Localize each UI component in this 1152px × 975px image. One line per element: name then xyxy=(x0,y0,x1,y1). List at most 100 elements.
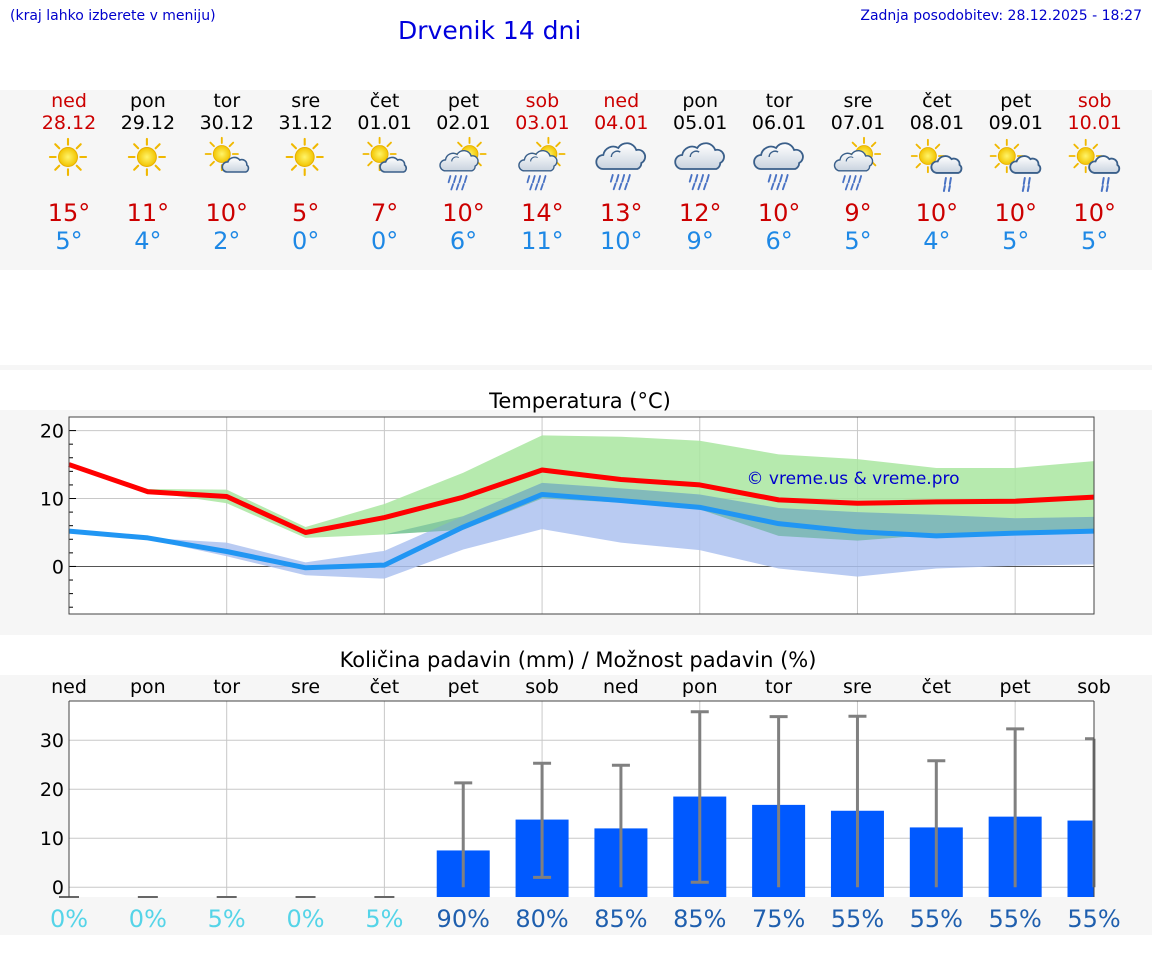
precipitation-chance-label: 0% xyxy=(286,905,324,933)
sun-cloud-drizzle-icon xyxy=(910,138,963,192)
forecast-day-label: sre xyxy=(844,90,873,112)
range-overlap-band xyxy=(69,464,1094,541)
forecast-tmin: 11° xyxy=(521,227,564,255)
forecast-tmin: 5° xyxy=(1081,227,1108,255)
forecast-tmax: 15° xyxy=(48,199,91,227)
tmin-line xyxy=(68,491,1095,571)
forecast-day-label: pon xyxy=(130,90,166,112)
cloud-rain-icon xyxy=(753,142,804,191)
sun-cloud-drizzle-icon xyxy=(989,138,1042,192)
forecast-tmax: 12° xyxy=(679,199,722,227)
tmin-range-band xyxy=(69,482,1094,579)
sun-cloud-icon xyxy=(362,136,408,173)
temperature-tick-label: 0 xyxy=(52,556,64,578)
separator-band xyxy=(0,365,1152,370)
precipitation-day-label: ned xyxy=(603,676,639,698)
forecast-tmin: 5° xyxy=(1002,227,1029,255)
precipitation-day-label: sre xyxy=(843,676,872,698)
precipitation-day-label: pon xyxy=(682,676,718,698)
forecast-tmax: 10° xyxy=(758,199,801,227)
precipitation-day-label: pet xyxy=(1000,676,1031,698)
precipitation-chart-title: Količina padavin (mm) / Možnost padavin … xyxy=(340,648,817,672)
forecast-tmax: 11° xyxy=(127,199,170,227)
forecast-day-label: sob xyxy=(1078,90,1112,112)
page-title: Drvenik 14 dni xyxy=(398,16,582,45)
cloud-rain-icon xyxy=(674,142,725,191)
forecast-day-label: sob xyxy=(526,90,560,112)
forecast-tmin: 2° xyxy=(213,227,240,255)
precipitation-tick-label: 10 xyxy=(40,828,64,850)
forecast-day-label: čet xyxy=(922,90,952,112)
forecast-day-label: tor xyxy=(766,90,793,112)
forecast-day-label: pon xyxy=(682,90,718,112)
precipitation-day-label: pon xyxy=(130,676,166,698)
forecast-date-label: 31.12 xyxy=(278,112,332,134)
forecast-tmax: 10° xyxy=(995,199,1038,227)
precipitation-chance-label: 55% xyxy=(831,905,884,933)
forecast-tmin: 4° xyxy=(923,227,950,255)
precipitation-chance-label: 55% xyxy=(910,905,963,933)
precipitation-day-label: sre xyxy=(291,676,320,698)
temperature-tick-label: 10 xyxy=(40,489,64,511)
precipitation-chance-label: 85% xyxy=(594,905,647,933)
temperature-tick-label: 20 xyxy=(40,421,64,443)
forecast-date-label: 05.01 xyxy=(673,112,727,134)
sun-icon xyxy=(285,137,324,177)
forecast-tmax: 7° xyxy=(371,199,398,227)
temperature-chart-title: Temperatura (°C) xyxy=(488,389,671,413)
forecast-tmax: 10° xyxy=(916,199,959,227)
forecast-date-label: 29.12 xyxy=(121,112,175,134)
precipitation-day-label: tor xyxy=(213,676,240,698)
forecast-tmax: 10° xyxy=(442,199,485,227)
precipitation-day-label: pet xyxy=(448,676,479,698)
precipitation-tick-label: 20 xyxy=(40,779,64,801)
precipitation-day-label: sob xyxy=(1077,676,1111,698)
sun-rain-icon xyxy=(439,136,487,191)
forecast-tmax: 14° xyxy=(521,199,564,227)
forecast-date-label: 03.01 xyxy=(515,112,569,134)
forecast-date-label: 06.01 xyxy=(752,112,806,134)
forecast-tmax: 10° xyxy=(1073,199,1116,227)
forecast-day-label: tor xyxy=(213,90,240,112)
precipitation-day-label: čet xyxy=(370,676,400,698)
sun-cloud-icon xyxy=(204,136,250,173)
forecast-tmin: 10° xyxy=(600,227,643,255)
forecast-day-label: čet xyxy=(370,90,400,112)
precipitation-chance-label: 85% xyxy=(673,905,726,933)
cloud-rain-icon xyxy=(595,142,647,191)
forecast-date-label: 10.01 xyxy=(1067,112,1121,134)
precipitation-chance-label: 55% xyxy=(988,905,1041,933)
forecast-day-label: ned xyxy=(51,90,87,112)
forecast-date-label: 28.12 xyxy=(42,112,96,134)
precipitation-chance-label: 5% xyxy=(208,905,246,933)
precipitation-tick-label: 30 xyxy=(40,730,64,752)
precipitation-chance-label: 0% xyxy=(50,905,88,933)
location-hint[interactable]: (kraj lahko izberete v meniju) xyxy=(10,8,216,24)
precipitation-day-label: sob xyxy=(525,676,559,698)
forecast-date-label: 09.01 xyxy=(989,112,1043,134)
forecast-tmax: 10° xyxy=(206,199,249,227)
forecast-tmin: 0° xyxy=(292,227,319,255)
precipitation-chance-label: 55% xyxy=(1067,905,1120,933)
forecast-tmax: 5° xyxy=(292,199,319,227)
forecast-date-label: 07.01 xyxy=(831,112,885,134)
precipitation-tick-label: 0 xyxy=(52,877,64,899)
precipitation-day-label: ned xyxy=(51,676,87,698)
sun-rain-icon xyxy=(518,136,566,191)
precipitation-chance-label: 5% xyxy=(365,905,403,933)
precipitation-chance-label: 90% xyxy=(437,905,490,933)
forecast-day-label: pet xyxy=(448,90,479,112)
tmax-line xyxy=(68,462,1095,535)
precipitation-day-label: čet xyxy=(922,676,952,698)
forecast-tmin: 4° xyxy=(134,227,161,255)
forecast-date-label: 08.01 xyxy=(910,112,964,134)
sun-rain-icon xyxy=(833,136,882,191)
forecast-date-label: 04.01 xyxy=(594,112,648,134)
precipitation-chance-label: 80% xyxy=(515,905,568,933)
forecast-day-label: pet xyxy=(1000,90,1031,112)
forecast-tmin: 0° xyxy=(371,227,398,255)
forecast-date-label: 30.12 xyxy=(200,112,254,134)
watermark: © vreme.us & vreme.pro xyxy=(746,469,959,489)
forecast-tmax: 13° xyxy=(600,199,643,227)
